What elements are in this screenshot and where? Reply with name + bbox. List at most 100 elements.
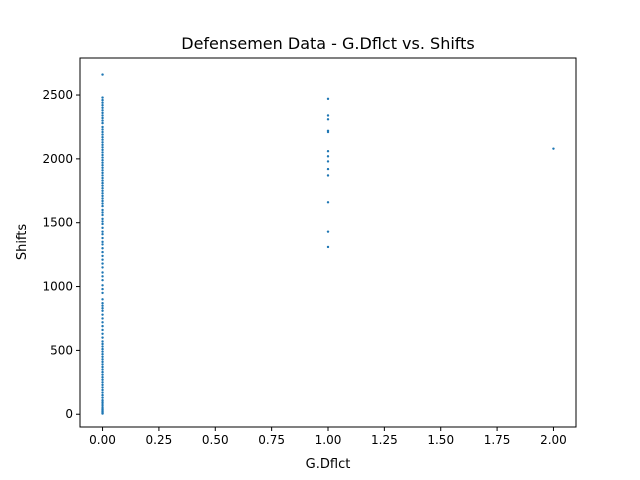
x-tick-label: 0.00 (89, 433, 116, 447)
data-point (101, 166, 104, 170)
data-point (101, 247, 104, 250)
data-point (101, 187, 104, 190)
x-tick-label: 0.25 (146, 433, 173, 447)
data-point (101, 158, 104, 162)
data-point (326, 160, 330, 163)
data-point (326, 150, 330, 153)
data-point (101, 266, 104, 269)
data-point (326, 174, 330, 177)
data-point (101, 368, 104, 371)
data-point (101, 109, 104, 112)
data-point (101, 211, 104, 214)
x-tick-label: 1.00 (315, 433, 342, 447)
data-point (101, 96, 104, 99)
data-point (101, 174, 104, 177)
y-tick-label: 1500 (42, 216, 73, 230)
data-point (101, 355, 104, 358)
data-point (101, 151, 104, 154)
data-point (101, 194, 104, 198)
data-point (101, 271, 104, 274)
data-point (101, 360, 104, 364)
data-point (326, 97, 330, 101)
data-point (101, 342, 104, 346)
data-point (101, 106, 104, 109)
data-point (101, 213, 104, 217)
data-point (101, 358, 104, 361)
chart-title: Defensemen Data - G.Dflct vs. Shifts (181, 34, 474, 53)
data-point (101, 111, 104, 115)
data-point (101, 278, 104, 282)
data-point (101, 114, 104, 117)
y-tick-label: 0 (65, 407, 73, 421)
data-point (101, 404, 104, 408)
data-point (101, 336, 104, 339)
data-point (101, 402, 104, 406)
data-point (101, 199, 104, 203)
data-point (101, 298, 104, 301)
data-point (101, 391, 104, 394)
data-point (101, 104, 104, 107)
data-point (101, 388, 104, 392)
data-point (101, 304, 104, 307)
data-point (101, 324, 104, 328)
data-point (101, 398, 104, 402)
data-point (101, 400, 104, 404)
data-point (101, 328, 104, 332)
data-point (101, 220, 104, 223)
data-point (101, 169, 104, 172)
data-point (101, 192, 104, 195)
data-point (101, 254, 104, 258)
data-point (101, 135, 104, 139)
data-point (326, 118, 330, 121)
data-point (101, 184, 104, 187)
data-point (326, 130, 330, 134)
data-point (101, 353, 104, 356)
plot-frame (79, 57, 577, 428)
data-point (101, 275, 104, 278)
data-point (101, 217, 104, 221)
data-point (101, 153, 104, 157)
data-point (101, 243, 104, 246)
data-point (101, 204, 104, 208)
data-point (101, 236, 104, 240)
data-point (101, 208, 104, 212)
data-point (326, 245, 330, 249)
data-point (101, 146, 104, 149)
y-tick-label: 2000 (42, 152, 73, 166)
data-point (101, 148, 104, 152)
data-point (101, 291, 104, 295)
data-point (326, 114, 330, 117)
data-point (101, 156, 104, 159)
data-point (326, 201, 330, 204)
data-point (101, 262, 104, 265)
data-point (101, 332, 104, 335)
y-tick-label: 2500 (42, 88, 73, 102)
data-point (101, 386, 104, 389)
data-point (101, 370, 104, 374)
data-point (101, 378, 104, 381)
data-point (552, 147, 555, 150)
data-point (101, 363, 104, 366)
data-point (101, 396, 104, 399)
data-point (101, 116, 104, 120)
x-tick-label: 2.00 (540, 433, 567, 447)
data-point (101, 284, 104, 287)
data-point (101, 189, 104, 192)
x-tick-label: 0.75 (258, 433, 285, 447)
data-point (101, 340, 104, 343)
data-point (101, 345, 104, 348)
data-point (101, 125, 104, 129)
data-point (101, 258, 104, 261)
data-point (101, 347, 104, 351)
data-point (101, 202, 104, 205)
y-tick-label: 1000 (42, 280, 73, 294)
data-point (101, 128, 104, 131)
data-point (101, 250, 104, 254)
data-point (101, 383, 104, 387)
data-point (101, 230, 104, 233)
data-point (101, 301, 104, 305)
data-point (101, 197, 104, 200)
data-point (101, 119, 104, 122)
data-point (101, 317, 104, 320)
